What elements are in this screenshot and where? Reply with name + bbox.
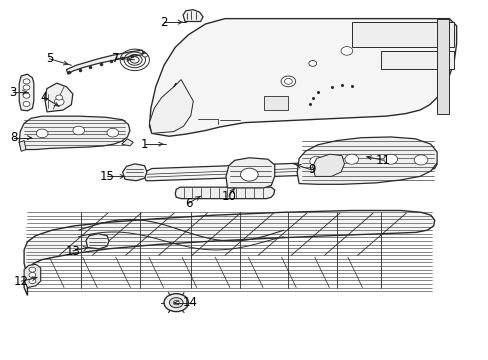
Text: 2: 2 xyxy=(160,16,167,29)
Circle shape xyxy=(29,267,36,272)
Circle shape xyxy=(169,298,183,308)
Circle shape xyxy=(29,279,36,284)
Polygon shape xyxy=(149,19,456,136)
Polygon shape xyxy=(24,264,41,288)
Polygon shape xyxy=(66,50,144,74)
Text: 10: 10 xyxy=(221,190,236,203)
Polygon shape xyxy=(225,158,274,188)
Polygon shape xyxy=(44,83,73,112)
Polygon shape xyxy=(264,96,288,110)
Circle shape xyxy=(344,154,358,164)
Text: 8: 8 xyxy=(11,131,18,144)
Text: 14: 14 xyxy=(182,296,197,309)
Polygon shape xyxy=(86,234,109,249)
Circle shape xyxy=(173,301,179,305)
Circle shape xyxy=(413,155,427,165)
Polygon shape xyxy=(19,140,26,151)
Polygon shape xyxy=(183,10,203,22)
Polygon shape xyxy=(24,211,434,296)
Circle shape xyxy=(73,126,84,135)
Polygon shape xyxy=(149,80,193,134)
Polygon shape xyxy=(144,158,436,181)
Polygon shape xyxy=(351,22,453,47)
Polygon shape xyxy=(122,139,133,146)
Text: 4: 4 xyxy=(41,91,48,104)
Circle shape xyxy=(107,129,119,137)
Polygon shape xyxy=(19,74,34,111)
Circle shape xyxy=(340,46,352,55)
Text: 5: 5 xyxy=(46,52,53,65)
Circle shape xyxy=(23,93,30,98)
Text: 11: 11 xyxy=(375,154,390,167)
Polygon shape xyxy=(19,116,130,149)
Polygon shape xyxy=(175,187,274,199)
Text: 15: 15 xyxy=(100,170,114,183)
Polygon shape xyxy=(297,137,436,184)
Circle shape xyxy=(56,95,62,100)
Polygon shape xyxy=(312,154,344,176)
Text: 9: 9 xyxy=(307,163,315,176)
Text: 12: 12 xyxy=(14,275,29,288)
Circle shape xyxy=(54,98,64,105)
Text: 7: 7 xyxy=(111,51,119,64)
Circle shape xyxy=(142,53,147,57)
Circle shape xyxy=(36,129,48,138)
Circle shape xyxy=(23,102,30,107)
Circle shape xyxy=(23,79,30,84)
Text: 3: 3 xyxy=(9,86,17,99)
Circle shape xyxy=(284,78,292,84)
Text: 6: 6 xyxy=(184,197,192,210)
Polygon shape xyxy=(122,164,147,181)
Circle shape xyxy=(163,294,188,312)
Text: 13: 13 xyxy=(65,244,80,257)
Polygon shape xyxy=(380,51,453,69)
Circle shape xyxy=(309,156,323,166)
Polygon shape xyxy=(436,19,448,114)
Circle shape xyxy=(281,76,295,87)
Circle shape xyxy=(240,168,258,181)
Circle shape xyxy=(383,154,397,164)
Circle shape xyxy=(29,273,36,278)
Text: 1: 1 xyxy=(141,138,148,150)
Circle shape xyxy=(23,85,30,90)
Circle shape xyxy=(308,60,316,66)
